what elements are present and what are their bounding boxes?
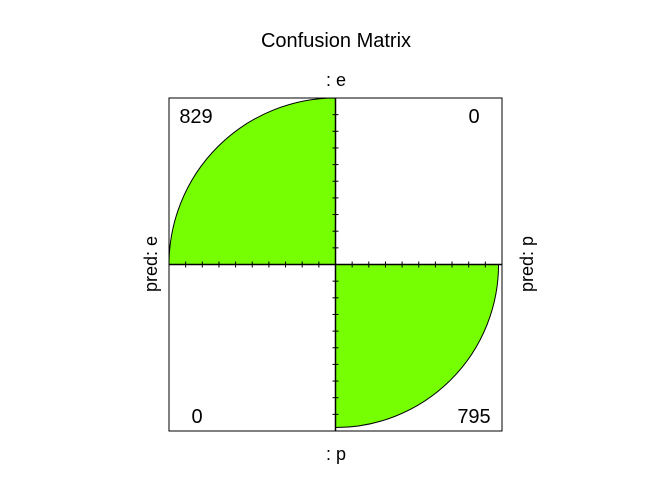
chart-title: Confusion Matrix [261, 30, 411, 52]
right-label: pred: p [517, 236, 537, 292]
cell-label-top-left: 829 [179, 106, 212, 128]
bottom-label: : p [326, 444, 346, 464]
wedge-top-left [168, 97, 336, 265]
cell-label-top-right: 0 [468, 106, 479, 128]
cell-label-bottom-right: 795 [457, 406, 490, 428]
wedge-bottom-right [335, 264, 500, 429]
cell-label-bottom-left: 0 [191, 406, 202, 428]
wedges-layer [168, 97, 500, 429]
plot-frame [168, 97, 503, 432]
left-label: pred: e [141, 236, 161, 292]
axes-layer [169, 98, 502, 431]
top-label: : e [326, 70, 346, 90]
